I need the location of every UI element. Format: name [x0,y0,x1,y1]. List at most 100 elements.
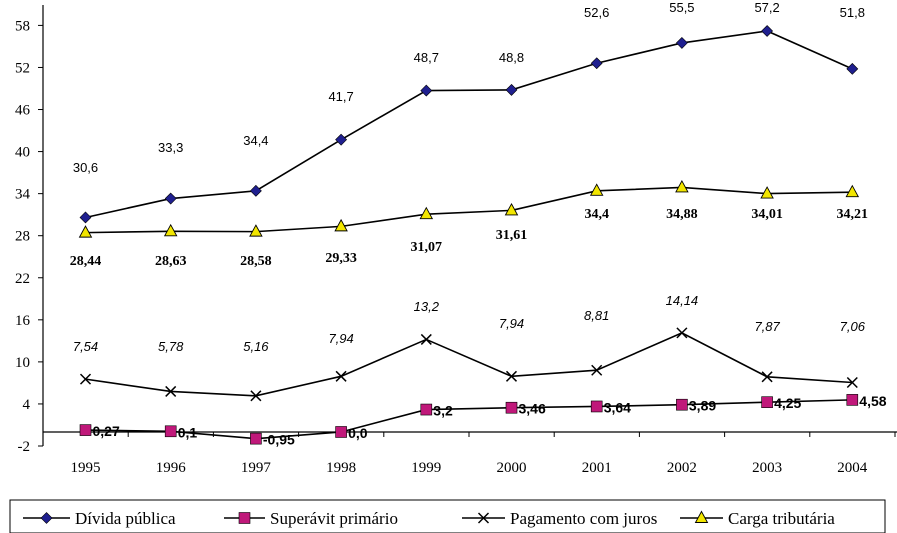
legend-marker-pagamento-com-juros [477,512,490,524]
divida-publica-label: 55,5 [669,0,694,15]
pagamento-com-juros-label: 7,87 [754,319,780,334]
divida-publica-label: 51,8 [840,5,865,20]
legend: Dívida pública Superávit primário Pagament… [9,499,886,533]
x-tick-label: 1998 [326,460,356,476]
carga-tributaria-line [85,186,853,234]
x-tick-label: 1995 [71,460,101,476]
pagamento-com-juros-label: 7,54 [73,339,98,354]
x-tick-label: 2000 [497,460,527,476]
divida-publica-point [335,133,348,146]
pagamento-com-juros-point [676,327,688,339]
carga-tributaria-label: 31,61 [496,228,528,243]
superavit-primario-line [85,399,853,440]
pagamento-com-juros-point [591,364,603,376]
y-tick-label: 4 [23,397,31,413]
x-tick-label: 1997 [241,460,272,476]
y-tick-label: 58 [15,18,30,34]
divida-publica-point [846,62,859,75]
divida-publica-label: 41,7 [328,89,353,104]
divida-publica-label: 52,6 [584,5,609,20]
divida-publica-point [79,211,92,224]
superavit-primario-point [420,403,433,416]
superavit-primario-label: -0,95 [263,432,295,448]
y-tick-label: 22 [15,271,30,287]
legend-marker-superavit-primario [238,512,251,524]
divida-publica-point [761,25,774,37]
superavit-primario-label: 0,27 [93,423,120,439]
carga-tributaria-point [249,224,263,237]
superavit-primario-point [761,396,773,408]
pagamento-com-juros-point-stroke [335,370,347,382]
carga-tributaria-point [675,180,689,193]
y-tick-label: 46 [15,103,31,119]
divida-publica-label: 48,8 [499,50,524,65]
pagamento-com-juros-label: 7,06 [840,319,866,334]
legend-marker-divida-publica [40,512,53,524]
legend-label-pagamento-com-juros: Pagamento com juros [510,509,657,528]
x-tick-label: 2003 [752,460,782,476]
pagamento-com-juros-point [250,390,262,402]
y-tick-label: 40 [15,145,30,161]
superavit-primario-label: 0,1 [178,424,198,440]
y-tick-label: 16 [15,313,31,329]
legend-marker-carga-tributaria [694,510,709,523]
carga-tributaria-point [589,183,604,196]
superavit-primario-label: 3,46 [519,401,546,417]
superavit-primario-point [590,400,603,413]
superavit-primario-label: 0,0 [348,425,368,441]
pagamento-com-juros-label: 7,94 [499,316,524,331]
y-tick-label: -2 [18,439,31,455]
divida-publica-point [420,84,433,97]
pagamento-com-juros-label: 5,16 [243,339,269,354]
legend-label-carga-tributaria: Carga tributária [728,509,835,528]
pagamento-com-juros-point-stroke [676,327,688,339]
pagamento-com-juros-label: 5,78 [158,339,184,354]
carga-tributaria-point [334,218,348,232]
pagamento-com-juros-point [420,333,432,345]
data-labels: 30,6 33,3 34,4 41,7 48,7 48,8 52,6 55,5 57,2 51,8… [70,0,887,448]
divida-publica-line [85,30,853,219]
pagamento-com-juros-point [761,371,773,383]
pagamento-com-juros-point-stroke [165,385,177,397]
pagamento-com-juros-point-stroke [250,390,262,402]
pagamento-com-juros-point [335,370,347,382]
pagamento-com-juros-point-stroke [505,370,518,382]
carga-tributaria-label: 28,63 [155,254,187,269]
legend-marker-pagamento-com-juros-stroke [477,512,490,524]
pagamento-com-juros-label: 8,81 [584,308,609,323]
carga-tributaria-label: 34,88 [666,207,698,222]
carga-tributaria-label: 29,33 [325,251,357,266]
pagamento-com-juros-point [79,373,92,385]
superavit-primario-point [846,394,859,406]
divida-publica-point [675,37,688,49]
divida-publica-label: 57,2 [754,0,779,15]
carga-tributaria-point [163,223,178,237]
pagamento-com-juros-label: 13,2 [414,299,440,314]
series-markers [78,25,860,445]
y-tick-label: 10 [15,355,30,371]
x-tick-label: 1996 [156,460,187,476]
superavit-primario-point [164,425,177,438]
carga-tributaria-label: 28,58 [240,254,272,269]
carga-tributaria-label: 34,01 [751,207,783,222]
divida-publica-point [505,83,518,96]
y-tick-label: 52 [15,60,30,76]
superavit-primario-label: 3,89 [689,398,716,414]
pagamento-com-juros-point-stroke [420,333,432,345]
pagamento-com-juros-line [85,331,853,397]
x-tick-label: 2001 [582,460,612,476]
superavit-primario-point [79,424,92,436]
carga-tributaria-point [78,225,93,238]
superavit-primario-point [505,401,518,414]
pagamento-com-juros-point-stroke [591,364,603,376]
pagamento-com-juros-point [165,385,177,397]
carga-tributaria-label: 28,44 [70,254,102,269]
pagamento-com-juros-point-stroke [846,376,858,389]
legend-label-superavit-primario: Superávit primário [270,509,398,528]
carga-tributaria-point [419,206,434,220]
superavit-primario-label: 4,58 [859,393,886,409]
pagamento-com-juros-point [846,376,858,389]
superavit-primario-label: 4,25 [774,395,801,411]
divida-publica-point [249,184,262,197]
